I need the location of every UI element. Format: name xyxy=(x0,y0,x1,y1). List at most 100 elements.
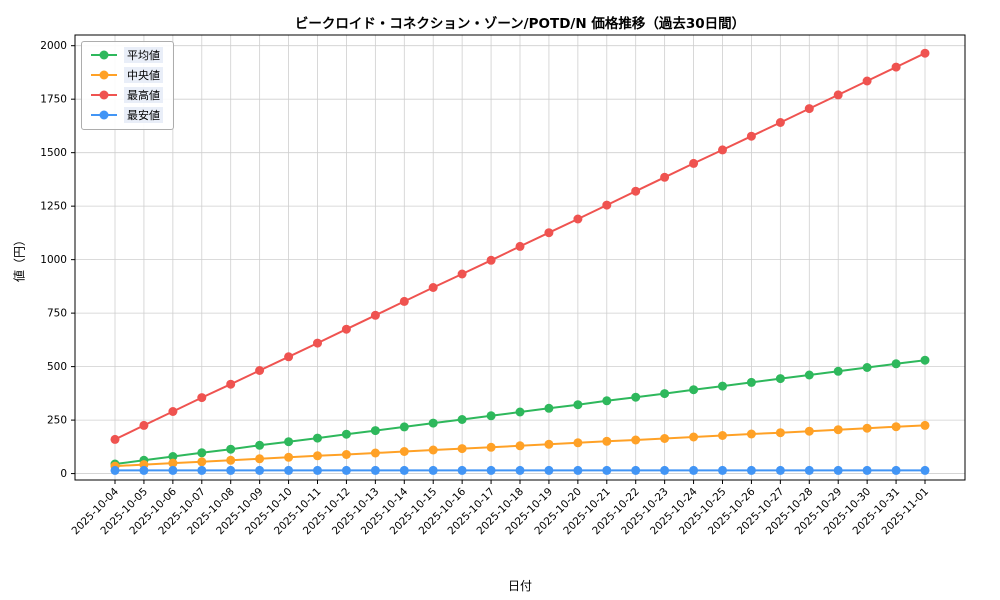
data-point xyxy=(370,310,380,320)
data-point xyxy=(660,465,670,475)
data-point xyxy=(689,385,699,395)
data-point xyxy=(746,377,756,387)
data-point xyxy=(833,425,843,435)
data-point xyxy=(226,379,236,389)
data-point xyxy=(920,48,930,58)
legend-marker-icon xyxy=(91,50,117,60)
data-point xyxy=(457,415,467,424)
data-point xyxy=(631,186,641,196)
data-point xyxy=(197,457,207,467)
data-point xyxy=(399,422,409,432)
data-point xyxy=(689,158,699,168)
data-point xyxy=(457,269,467,279)
data-point xyxy=(689,432,699,442)
data-point xyxy=(168,452,178,461)
data-point xyxy=(486,465,496,475)
data-point xyxy=(515,241,525,251)
data-point xyxy=(804,104,814,114)
legend-item: 平均値 xyxy=(90,47,163,63)
data-point xyxy=(168,407,178,416)
svg-text:1750: 1750 xyxy=(40,94,67,106)
data-point xyxy=(197,393,207,403)
data-point xyxy=(573,400,583,410)
data-point xyxy=(313,451,322,461)
data-point xyxy=(862,465,872,475)
data-point xyxy=(573,438,583,448)
data-point xyxy=(891,359,901,369)
data-point xyxy=(284,437,294,447)
data-point xyxy=(341,324,351,334)
series-中央値 xyxy=(110,420,930,471)
svg-text:1500: 1500 xyxy=(40,147,67,159)
data-point xyxy=(631,435,641,445)
series-最高値 xyxy=(110,48,930,444)
data-point xyxy=(168,458,178,468)
data-point xyxy=(428,283,438,292)
data-point xyxy=(573,465,583,475)
data-point xyxy=(486,442,496,452)
data-point xyxy=(110,465,120,475)
data-point xyxy=(804,465,814,475)
svg-text:500: 500 xyxy=(47,361,67,373)
data-point xyxy=(428,445,438,455)
svg-text:750: 750 xyxy=(47,308,67,320)
data-point xyxy=(226,465,236,475)
chart-title: ビークロイド・コネクション・ゾーン/POTD/N 価格推移（過去30日間） xyxy=(294,16,746,32)
data-point xyxy=(370,448,380,458)
data-point xyxy=(631,392,641,402)
data-point xyxy=(833,465,843,475)
data-point xyxy=(920,355,930,365)
x-axis-label: 日付 xyxy=(507,579,532,593)
data-point xyxy=(255,465,265,475)
data-point xyxy=(891,62,901,72)
data-point xyxy=(544,403,554,413)
chart-legend: 平均値中央値最高値最安値 xyxy=(81,41,174,130)
data-point xyxy=(168,465,178,475)
legend-label: 最高値 xyxy=(124,87,163,103)
data-point xyxy=(428,418,438,428)
data-point xyxy=(775,118,785,127)
data-point xyxy=(255,440,265,450)
data-point xyxy=(399,447,409,456)
data-point xyxy=(486,255,496,265)
data-point xyxy=(515,441,525,451)
data-point xyxy=(833,366,843,376)
data-point xyxy=(370,426,380,436)
data-point xyxy=(602,465,612,475)
legend-label: 中央値 xyxy=(124,67,163,83)
data-point xyxy=(428,465,438,475)
data-point xyxy=(804,370,814,380)
data-point xyxy=(284,465,294,475)
data-point xyxy=(255,366,265,375)
data-point xyxy=(920,420,930,430)
legend-label: 最安値 xyxy=(124,107,163,123)
data-point xyxy=(891,422,901,432)
data-point xyxy=(515,407,525,417)
data-point xyxy=(457,465,467,475)
data-point xyxy=(862,363,872,372)
data-point xyxy=(573,214,583,224)
data-point xyxy=(341,450,351,459)
data-point xyxy=(544,439,554,449)
svg-text:1000: 1000 xyxy=(40,254,67,266)
data-point xyxy=(197,465,207,475)
svg-text:250: 250 xyxy=(47,415,67,427)
data-point xyxy=(399,465,409,475)
data-point xyxy=(110,434,120,444)
data-point xyxy=(341,465,351,475)
data-point xyxy=(341,429,351,439)
data-point xyxy=(226,455,236,465)
data-point xyxy=(746,131,756,141)
data-point xyxy=(544,465,554,475)
svg-text:0: 0 xyxy=(60,468,67,480)
data-point xyxy=(139,465,149,475)
data-point xyxy=(226,444,236,454)
data-point xyxy=(544,228,554,238)
data-point xyxy=(457,444,467,454)
x-tick-labels: 2025-10-042025-10-052025-10-062025-10-07… xyxy=(69,480,931,537)
data-point xyxy=(775,374,785,384)
data-point xyxy=(631,465,641,475)
series-最安値 xyxy=(110,465,930,475)
